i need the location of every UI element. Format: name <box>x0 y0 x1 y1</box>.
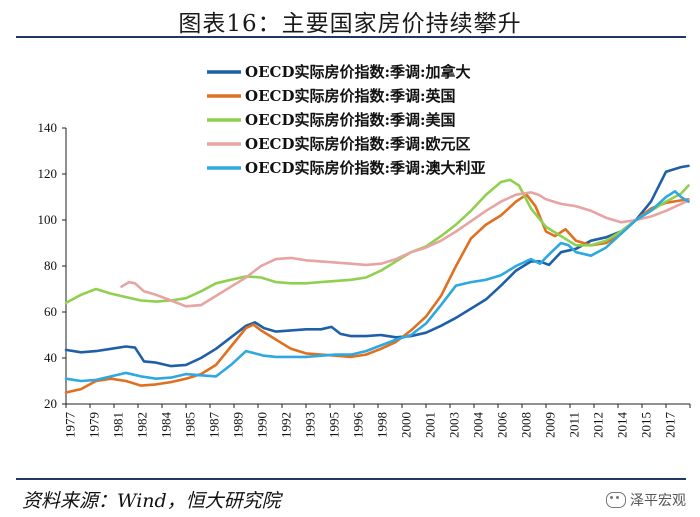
legend: OECD实际房价指数:季调:加拿大 OECD实际房价指数:季调:英国 OECD实际房… <box>207 63 486 177</box>
x-tick-label: 1984 <box>159 412 174 439</box>
y-tick-label: 100 <box>38 212 58 227</box>
figure-title: 图表16：主要国家房价持续攀升 <box>178 11 522 37</box>
wechat-icon <box>606 492 626 508</box>
axes-layer: 20 40 60 80 100 120 140 1977 1979 1981 1982 1984 198… <box>38 120 691 438</box>
x-tick-label: 2000 <box>399 412 414 438</box>
x-tick-label: 2015 <box>639 412 654 438</box>
legend-label-3: OECD实际房价指数:季调:美国 <box>245 111 456 129</box>
x-tick-label: 1979 <box>87 412 102 438</box>
x-tick-label: 2012 <box>591 412 606 438</box>
source-note: 资料来源：Wind，恒大研究院 <box>22 490 281 512</box>
watermark-text: 泽平宏观 <box>630 493 686 509</box>
y-tick-label: 40 <box>44 350 57 365</box>
x-tick-label: 1990 <box>255 412 270 438</box>
y-tick-label: 20 <box>44 396 57 411</box>
y-tick-label: 80 <box>44 258 57 273</box>
x-tick-label: 2009 <box>543 412 558 438</box>
series-line-5 <box>64 190 690 383</box>
series-line-3 <box>64 178 690 305</box>
x-tick-label: 2011 <box>567 412 582 438</box>
x-tick-label: 1996 <box>351 412 366 439</box>
x-tick-label: 1992 <box>279 412 294 438</box>
x-tick-label: 1998 <box>375 412 390 438</box>
legend-label-1: OECD实际房价指数:季调:加拿大 <box>245 63 471 81</box>
legend-label-5: OECD实际房价指数:季调:澳大利亚 <box>245 159 486 177</box>
x-tick-label: 2004 <box>471 412 486 439</box>
y-tick-label: 60 <box>44 304 57 319</box>
y-tick-label: 140 <box>38 120 58 135</box>
x-tick-label: 1989 <box>231 412 246 438</box>
x-tick-label: 1987 <box>207 412 222 439</box>
x-tick-label: 2003 <box>447 412 462 438</box>
series-line-4 <box>120 191 690 308</box>
source-rule <box>16 478 686 480</box>
x-tick-label: 2001 <box>423 412 438 438</box>
series-line-1 <box>64 164 690 368</box>
watermark: 泽平宏观 <box>606 490 686 510</box>
legend-label-4: OECD实际房价指数:季调:欧元区 <box>245 135 471 153</box>
series-layer <box>64 164 690 394</box>
line-chart: 20 40 60 80 100 120 140 1977 1979 1981 1982 1984 198… <box>38 63 691 438</box>
title-rule <box>16 36 686 38</box>
x-tick-label: 2006 <box>495 412 510 439</box>
x-tick-label: 2008 <box>519 412 534 438</box>
x-tick-label: 1995 <box>327 412 342 438</box>
x-tick-label: 1982 <box>135 412 150 438</box>
x-tick-label: 2017 <box>663 412 678 439</box>
legend-label-2: OECD实际房价指数:季调:英国 <box>245 87 456 105</box>
x-tick-label: 1985 <box>183 412 198 438</box>
x-tick-label: 1981 <box>111 412 126 438</box>
series-line-2 <box>64 193 690 394</box>
x-tick-label: 1993 <box>303 412 318 438</box>
x-tick-label: 2014 <box>615 412 630 439</box>
y-tick-label: 120 <box>38 166 58 181</box>
x-tick-label: 1977 <box>63 412 78 439</box>
